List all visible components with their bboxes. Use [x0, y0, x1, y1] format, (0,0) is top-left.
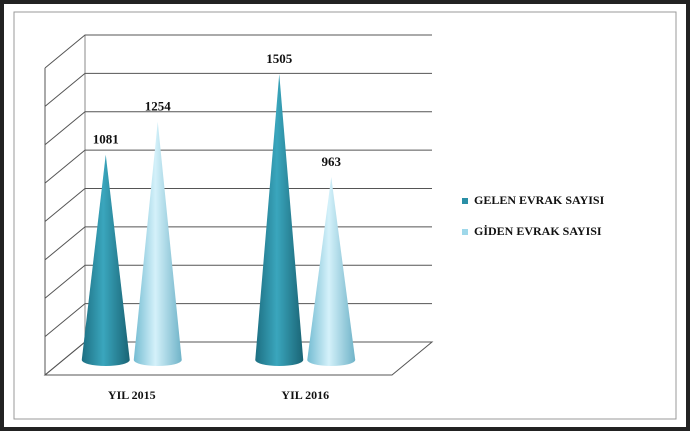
legend-swatch	[462, 229, 468, 235]
x-tick-label: YIL 2016	[281, 388, 329, 402]
cone	[307, 177, 356, 366]
data-label: 1081	[93, 132, 119, 147]
grid-line	[44, 72, 432, 107]
data-label: 1505	[266, 51, 293, 66]
legend-swatch	[462, 198, 468, 204]
x-tick-label: YIL 2015	[108, 388, 156, 402]
grid-line	[44, 111, 432, 146]
cone	[133, 121, 182, 367]
data-label: 1254	[145, 99, 172, 114]
data-label: 963	[322, 154, 342, 169]
grid-line	[44, 188, 432, 222]
grid-line	[44, 149, 432, 184]
grid-line	[44, 226, 432, 261]
cone	[81, 154, 130, 366]
cone	[255, 74, 304, 367]
legend-label: GELEN EVRAK SAYISI	[474, 193, 605, 207]
grid-line	[44, 264, 432, 299]
grid-line	[44, 34, 432, 69]
legend-label: GİDEN EVRAK SAYISI	[474, 224, 602, 238]
